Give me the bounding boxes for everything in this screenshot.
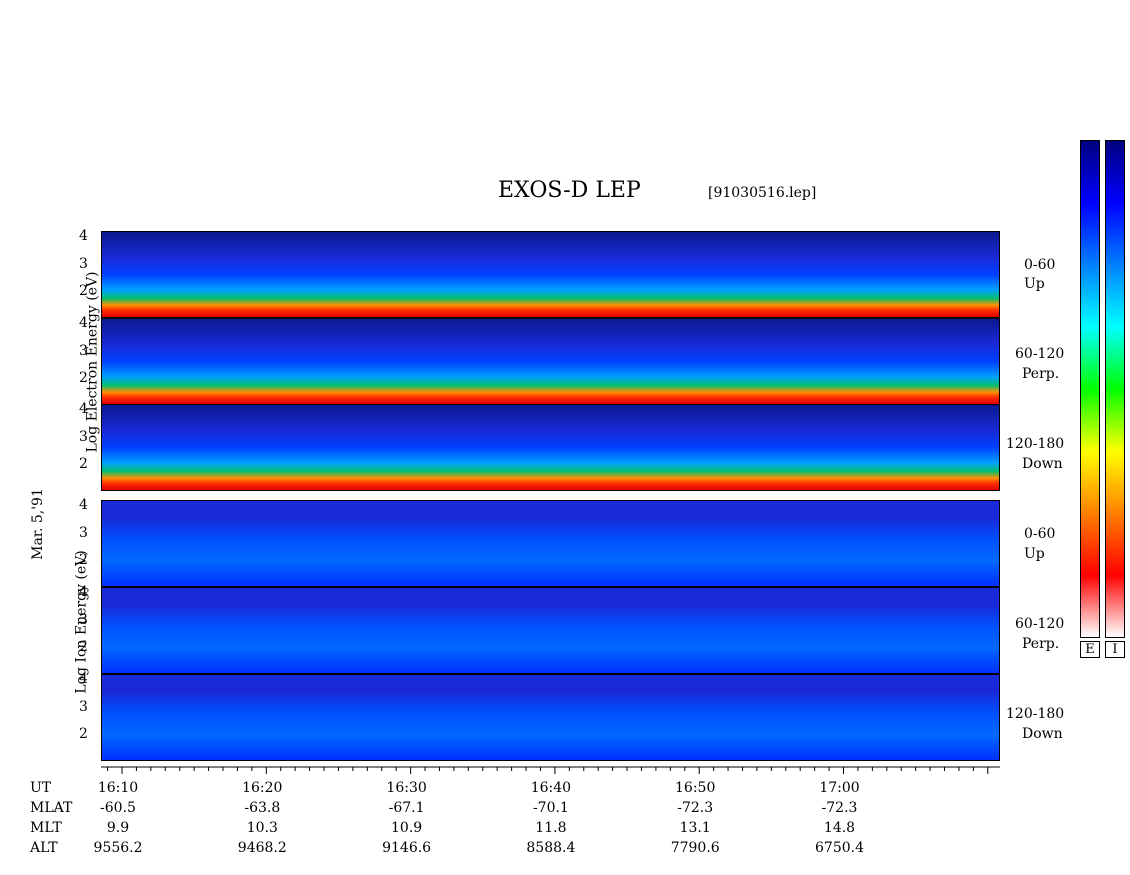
spectrogram-ion-down — [101, 674, 1000, 761]
row-label-alt: ALT — [30, 840, 58, 856]
electron-colorbar-label: E — [1080, 641, 1100, 658]
x-axis-ut-value: 16:50 — [675, 780, 716, 796]
spectrogram-ion-perp — [101, 587, 1000, 674]
y-tick-label: 2 — [79, 282, 88, 299]
ion-colorbar — [1105, 140, 1125, 638]
x-axis-mlt-value: 11.8 — [535, 820, 567, 836]
x-axis-alt-value: 7790.6 — [670, 840, 720, 856]
x-axis-mlat-value: -72.3 — [677, 800, 714, 816]
row-label-mlat: MLAT — [30, 800, 73, 816]
y-tick-label: 3 — [79, 698, 88, 715]
spectrogram-ion-up — [101, 500, 1000, 587]
pitch-range-label: 120-180 — [1006, 706, 1065, 722]
pitch-range-label: 60-120 — [1015, 346, 1065, 362]
y-tick-label: 2 — [79, 369, 88, 386]
x-axis-alt-value: 9146.6 — [382, 840, 432, 856]
pitch-dir-label: Perp. — [1022, 366, 1060, 382]
x-axis-mlt-value: 14.8 — [823, 820, 856, 836]
x-axis-alt-value: 6750.4 — [815, 840, 864, 856]
pitch-dir-label: Up — [1024, 546, 1045, 562]
chart-title: EXOS-D LEP — [498, 178, 641, 203]
y-tick-label: 3 — [79, 428, 88, 445]
y-tick-label: 4 — [79, 671, 88, 688]
y-tick-label: 2 — [79, 455, 88, 472]
ion-colorbar-label: I — [1105, 641, 1125, 658]
pitch-range-label: 120-180 — [1006, 436, 1065, 452]
electron-colorbar — [1080, 140, 1100, 638]
y-tick-label: 3 — [79, 524, 88, 541]
y-tick-label: 3 — [79, 611, 88, 628]
x-axis-ut-value: 16:40 — [530, 780, 572, 796]
pitch-range-label: 0-60 — [1024, 257, 1056, 273]
row-label-mlt: MLT — [30, 820, 62, 836]
x-axis-mlt-value: 10.9 — [391, 820, 423, 836]
y-tick-label: 4 — [79, 228, 88, 245]
x-axis-ut-value: 17:00 — [819, 780, 860, 796]
x-axis-mlat-value: -72.3 — [821, 800, 858, 816]
y-tick-label: 4 — [79, 315, 88, 332]
x-axis-alt-value: 9468.2 — [237, 840, 287, 856]
x-axis-alt-value: 8588.4 — [526, 840, 576, 856]
x-axis-ut-value: 16:20 — [242, 780, 283, 796]
pitch-dir-label: Down — [1022, 726, 1063, 742]
x-axis-ut-value: 16:30 — [386, 780, 427, 796]
y-tick-label: 4 — [79, 401, 88, 418]
x-axis-mlat-value: -70.1 — [532, 800, 569, 816]
file-label: [91030516.lep] — [708, 185, 817, 201]
x-axis-alt-value: 9556.2 — [93, 840, 143, 856]
y-tick-label: 2 — [79, 725, 88, 742]
pitch-range-label: 0-60 — [1024, 526, 1056, 542]
x-axis-mlt-value: 10.3 — [246, 820, 278, 836]
x-axis-mlt-value: 13.1 — [679, 820, 711, 836]
pitch-dir-label: Up — [1024, 276, 1045, 292]
pitch-dir-label: Down — [1022, 456, 1063, 472]
y-tick-label: 4 — [79, 584, 88, 601]
row-label-ut: UT — [30, 780, 52, 796]
x-axis-mlat-value: -60.5 — [100, 800, 136, 816]
pitch-dir-label: Perp. — [1022, 636, 1060, 652]
x-axis-mlat-value: -63.8 — [244, 800, 281, 816]
x-axis-mlat-value: -67.1 — [388, 800, 425, 816]
x-axis-mlt-value: 9.9 — [106, 820, 130, 836]
spectrogram-electron-up — [101, 231, 1000, 318]
y-tick-label: 2 — [79, 551, 88, 568]
pitch-range-label: 60-120 — [1015, 616, 1065, 632]
x-axis-ut-value: 16:10 — [97, 780, 139, 796]
y-tick-label: 4 — [79, 497, 88, 514]
y-tick-label: 2 — [79, 638, 88, 655]
y-tick-label: 3 — [79, 255, 88, 272]
spectrogram-electron-down — [101, 404, 1000, 491]
y-tick-label: 3 — [79, 342, 88, 359]
